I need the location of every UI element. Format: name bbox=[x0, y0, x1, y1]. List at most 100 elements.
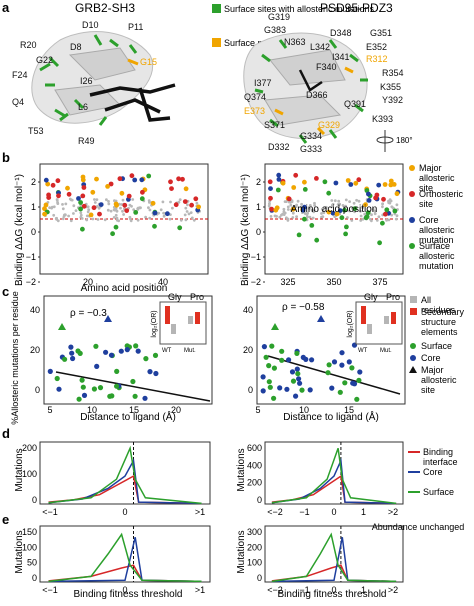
data-point bbox=[380, 220, 385, 226]
y-tick-label: 40 bbox=[243, 305, 253, 315]
data-point bbox=[131, 198, 135, 201]
data-point bbox=[357, 369, 363, 375]
data-point bbox=[117, 176, 123, 182]
data-point bbox=[282, 213, 286, 217]
data-point bbox=[114, 383, 120, 389]
data-point bbox=[86, 205, 90, 209]
data-point bbox=[341, 204, 345, 207]
panel-e-xlabel-right: Binding fitness threshold bbox=[278, 589, 387, 600]
data-point bbox=[66, 191, 72, 197]
data-point bbox=[56, 193, 61, 199]
y-tick-label: −2 bbox=[26, 277, 36, 287]
data-point bbox=[189, 211, 193, 215]
panel-b-left-plot: 2 1 0 −1 −2 20 40 bbox=[26, 163, 209, 287]
x-tick-label: >2 bbox=[388, 585, 398, 595]
inset-ylabel: log₂(OR) bbox=[347, 310, 354, 337]
data-point bbox=[50, 205, 54, 209]
data-point bbox=[339, 350, 345, 356]
psd95-residue-label: I341 bbox=[332, 52, 350, 62]
data-point bbox=[129, 173, 135, 179]
data-point bbox=[93, 201, 97, 204]
data-point bbox=[139, 196, 145, 202]
data-point bbox=[142, 395, 148, 401]
data-point bbox=[65, 185, 70, 191]
data-point bbox=[128, 203, 132, 207]
data-point bbox=[269, 206, 274, 212]
legend-label: Major allosteric site bbox=[421, 365, 457, 395]
data-point bbox=[107, 393, 113, 399]
panel-c-left-plot: ρ = −0.3 40 20 05 10 15 20 Gly Pro log₂(OR) WT Mu… bbox=[30, 292, 213, 415]
data-point bbox=[124, 208, 130, 214]
data-point bbox=[366, 191, 371, 197]
data-point bbox=[293, 172, 299, 178]
data-point bbox=[296, 376, 302, 382]
data-point bbox=[153, 370, 159, 377]
y-tick-label: 0 bbox=[32, 495, 37, 505]
data-point bbox=[168, 217, 172, 221]
panel-b-xlabel-right: Amino acid position bbox=[291, 204, 378, 215]
data-point bbox=[273, 214, 277, 218]
psd95-residue-label: G351 bbox=[370, 28, 392, 38]
data-point bbox=[103, 349, 109, 355]
y-tick-label: 0 bbox=[35, 385, 40, 395]
data-point bbox=[173, 202, 179, 208]
data-point bbox=[179, 218, 183, 222]
data-point bbox=[193, 196, 199, 202]
data-point bbox=[119, 206, 122, 210]
y-tick-label: 2 bbox=[256, 177, 261, 187]
series-line bbox=[271, 447, 397, 505]
data-point bbox=[110, 231, 115, 237]
data-point bbox=[271, 365, 277, 371]
data-point bbox=[376, 182, 382, 188]
rotation-label: 180° bbox=[396, 136, 413, 145]
data-point bbox=[132, 177, 138, 183]
data-point bbox=[148, 201, 151, 204]
y-tick-label: 400 bbox=[247, 460, 262, 470]
data-point bbox=[42, 206, 47, 212]
data-point bbox=[333, 215, 337, 219]
y-tick-label: 0 bbox=[257, 573, 262, 583]
data-point bbox=[300, 354, 306, 360]
data-point bbox=[136, 207, 140, 211]
data-point bbox=[294, 350, 300, 356]
data-point bbox=[76, 396, 82, 402]
panel-e-xlabel-left: Binding fitness threshold bbox=[74, 589, 183, 600]
panel-letter-a: a bbox=[2, 0, 10, 15]
data-point bbox=[273, 207, 279, 213]
panel-b: Binding ΔΔG (kcal mol⁻¹) Binding ΔΔG (kc… bbox=[14, 163, 464, 294]
panel-b-right-points bbox=[267, 172, 401, 246]
data-point bbox=[392, 208, 398, 214]
y-tick-label: 20 bbox=[243, 345, 253, 355]
legend-label: Surface bbox=[421, 341, 452, 351]
data-point bbox=[333, 199, 337, 203]
data-point bbox=[334, 211, 340, 217]
series-line bbox=[271, 532, 397, 583]
data-point bbox=[290, 378, 297, 384]
data-point bbox=[81, 185, 87, 190]
x-tick-label: 0 bbox=[331, 585, 336, 595]
data-point bbox=[320, 215, 323, 219]
data-point bbox=[278, 215, 282, 219]
data-point bbox=[55, 178, 61, 184]
data-point bbox=[302, 179, 307, 185]
data-point bbox=[107, 202, 111, 206]
panel-letter-b: b bbox=[2, 150, 10, 165]
data-point bbox=[385, 218, 388, 222]
panel-b-left-points bbox=[42, 173, 202, 237]
legend-dot bbox=[409, 217, 415, 223]
data-point bbox=[120, 203, 123, 206]
data-point bbox=[268, 202, 271, 206]
data-point bbox=[260, 388, 266, 394]
data-point bbox=[355, 198, 358, 202]
major-site-marker bbox=[317, 315, 325, 322]
data-point bbox=[333, 180, 339, 186]
data-point bbox=[282, 207, 286, 211]
grb2-residue-label: I26 bbox=[80, 76, 93, 86]
inset-bar bbox=[171, 324, 176, 334]
inset-pro-label: Pro bbox=[386, 292, 400, 302]
data-point bbox=[114, 368, 120, 374]
panel-b-ylabel-left: Binding ΔΔG (kcal mol⁻¹) bbox=[14, 174, 25, 286]
data-point bbox=[365, 210, 371, 216]
